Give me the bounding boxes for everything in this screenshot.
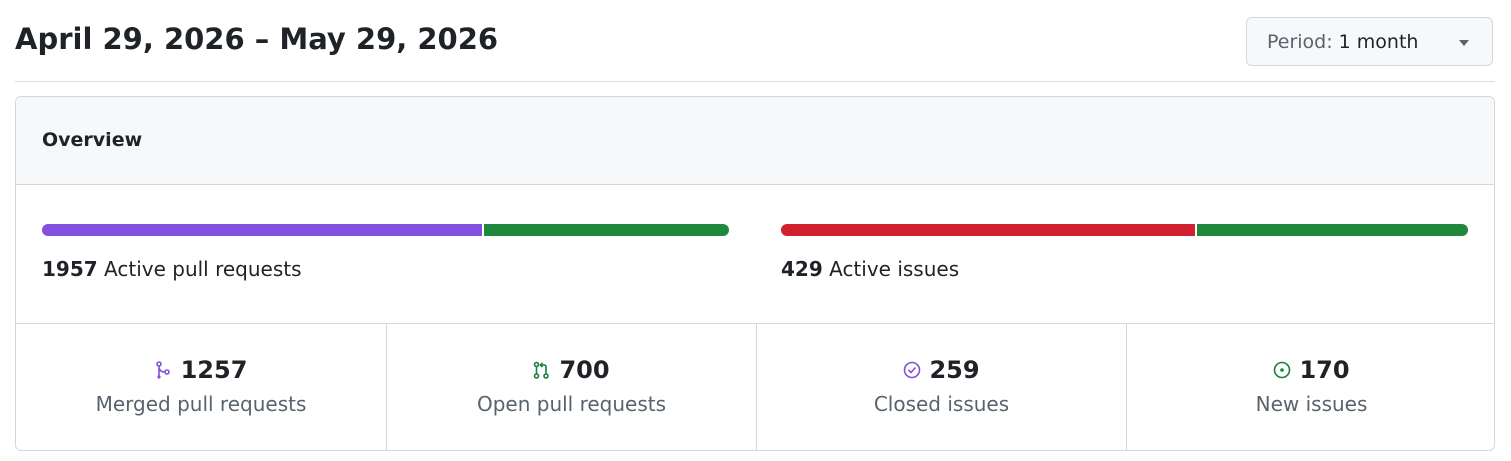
stat-icon — [534, 361, 550, 379]
stat-label: New issues — [1255, 392, 1368, 416]
stat-cell: 170 New issues — [1126, 324, 1494, 450]
stat-icon — [904, 361, 921, 378]
stat-count: 700 — [559, 356, 610, 384]
ratio-bar — [781, 224, 1468, 236]
bar-segment — [781, 224, 1195, 236]
stat-label: Merged pull requests — [95, 392, 307, 416]
summary-label: Active pull requests — [104, 257, 302, 281]
summary-count: 429 — [781, 257, 823, 281]
stat-icon — [155, 360, 170, 379]
bar-segment — [42, 224, 482, 236]
period-value: 1 month — [1338, 30, 1419, 53]
bar-segment — [483, 224, 729, 236]
stat-count-row: 170 — [1127, 356, 1494, 384]
stat-cell: 259 Closed issues — [756, 324, 1126, 450]
stat-count-row: 259 — [757, 356, 1126, 384]
summary-label: Active issues — [829, 257, 960, 281]
page-title: April 29, 2026 – May 29, 2026 — [15, 22, 499, 56]
stat-count-row: 700 — [387, 356, 756, 384]
stat-icon — [1274, 361, 1291, 378]
stat-label: Open pull requests — [476, 392, 667, 416]
overview-title: Overview — [42, 129, 143, 151]
stat-count-row: 1257 — [16, 356, 386, 384]
divider — [15, 81, 1495, 82]
stat-count: 170 — [1299, 356, 1350, 384]
summary-count: 1957 — [42, 257, 98, 281]
bar-segment — [1196, 224, 1468, 236]
ratio-bar — [42, 224, 729, 236]
stat-count: 1257 — [180, 356, 248, 384]
period-button[interactable]: Period: 1 month — [1246, 17, 1493, 66]
overview-box: Overview 1957 Active pull requests 429 Ac… — [15, 96, 1495, 451]
caret — [1459, 40, 1469, 46]
stat-cell: 1257 Merged pull requests — [16, 324, 386, 450]
summary: 429 Active issues — [781, 257, 959, 281]
stat-cell: 700 Open pull requests — [386, 324, 756, 450]
stat-count: 259 — [929, 356, 980, 384]
period-label: Period: — [1267, 30, 1333, 53]
overview-header: Overview — [16, 97, 1494, 185]
stat-label: Closed issues — [873, 392, 1010, 416]
divider — [16, 323, 1494, 324]
summary: 1957 Active pull requests — [42, 257, 302, 281]
